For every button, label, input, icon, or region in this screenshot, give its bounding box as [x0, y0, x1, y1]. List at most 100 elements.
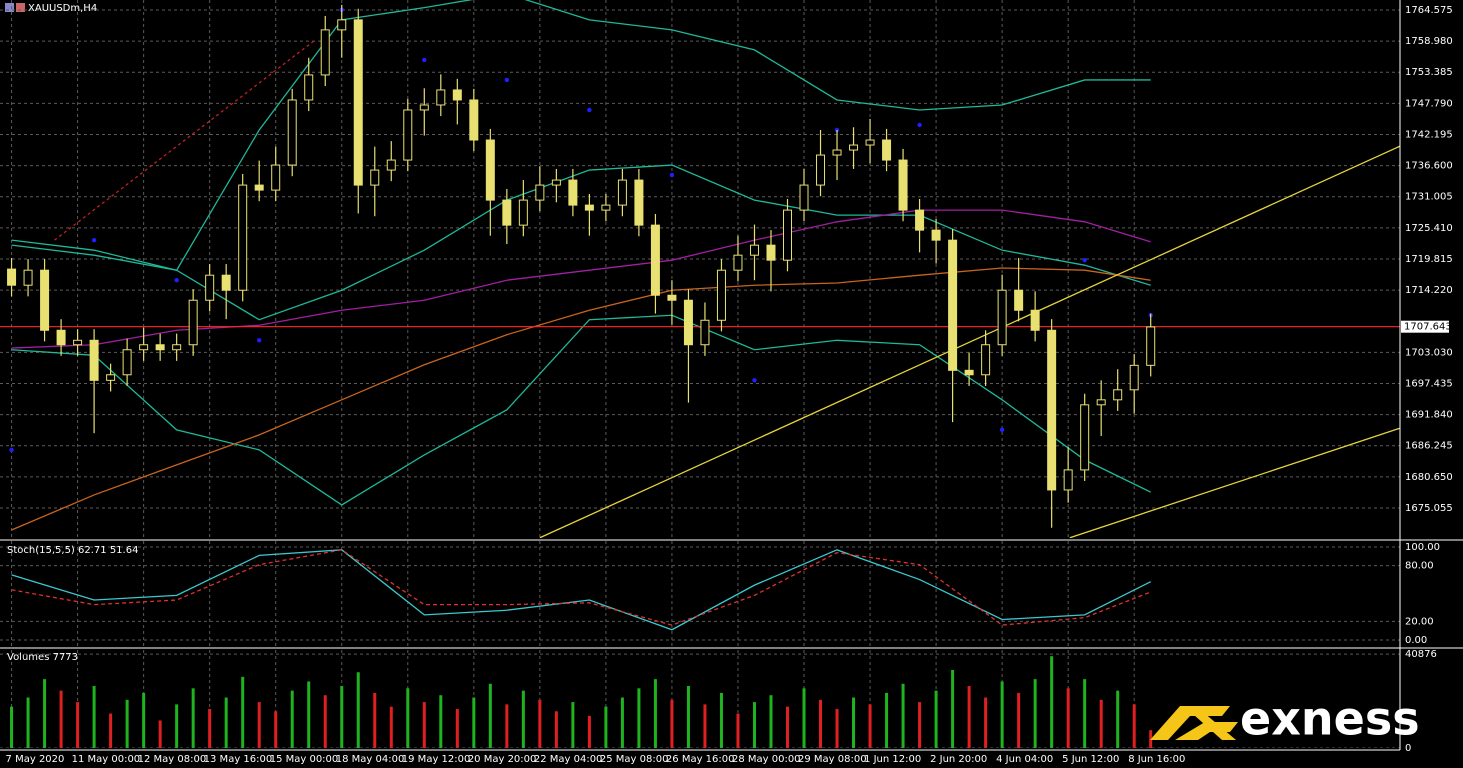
sar-dot [752, 378, 757, 383]
candle-body [502, 199, 512, 226]
volume-bar [488, 683, 492, 748]
volume-bar [191, 688, 195, 748]
y-tick-label: 1736.600 [1405, 161, 1453, 172]
price-tag [1401, 320, 1449, 333]
sar-dot [256, 338, 262, 343]
candle-body [1030, 309, 1040, 331]
volume-bar [587, 715, 591, 748]
sar-dot [999, 427, 1005, 433]
candle-body [452, 89, 462, 101]
y-tick-label: 1697.435 [1405, 378, 1453, 389]
candle-body [1047, 329, 1057, 491]
volume-bar [752, 702, 756, 748]
volume-bar [852, 697, 856, 748]
candle-body [221, 274, 231, 291]
volume-bar [439, 695, 443, 748]
trend-line [539, 145, 1400, 538]
volume-bar [59, 690, 63, 748]
candle-body [1014, 289, 1024, 311]
volume-bar [1000, 681, 1004, 748]
sar-dot [504, 77, 510, 83]
volume-bar [719, 692, 723, 748]
volume-bar [1132, 704, 1136, 748]
window-icon [16, 3, 25, 12]
candle-body [89, 339, 99, 381]
volume-bar [1099, 699, 1103, 748]
indicator-line [11, 209, 1151, 349]
candle-body [964, 369, 974, 376]
trend-line [54, 39, 316, 241]
oscillator-line [11, 549, 1151, 626]
candle-body [254, 184, 264, 191]
candle-body [683, 299, 693, 346]
logo-mark [1184, 706, 1236, 740]
volume-bar [604, 706, 608, 748]
y-tick-label: 80.00 [1405, 561, 1434, 572]
x-tick-label: 8 Jun 16:00 [1128, 754, 1185, 765]
volume-bar [26, 697, 30, 748]
candle-body [419, 104, 429, 111]
x-tick-label: 2 Jun 20:00 [930, 754, 987, 765]
y-tick-label: 1725.410 [1405, 223, 1453, 234]
candle-body [766, 244, 776, 261]
x-tick-label: 11 May 00:00 [72, 754, 141, 765]
candle-body [485, 139, 495, 201]
candle-body [469, 99, 479, 141]
y-tick-label: 40876 [1405, 649, 1437, 660]
sar-dot [669, 172, 675, 178]
volume-bar [901, 683, 905, 748]
candle-body [601, 204, 611, 211]
logo-mark [1150, 706, 1230, 740]
candle-body [106, 374, 116, 381]
volume-bar [1083, 679, 1087, 748]
volume-bar [125, 699, 129, 748]
candle-body [816, 154, 826, 186]
brand-name: exness [1240, 692, 1420, 746]
y-tick-label: 0 [1405, 743, 1411, 754]
y-tick-label: 1675.055 [1405, 503, 1453, 514]
volume-bar [769, 695, 773, 748]
y-tick-label: 20.00 [1405, 616, 1434, 627]
candle-body [667, 294, 677, 301]
candle-body [1129, 364, 1139, 391]
candle-body [1146, 326, 1156, 366]
y-tick-label: 1764.575 [1405, 5, 1453, 16]
volume-bar [10, 706, 14, 748]
volume-bar [703, 704, 707, 748]
x-tick-label: 13 May 16:00 [204, 754, 273, 765]
candle-body [304, 74, 314, 101]
volume-bar [521, 690, 525, 748]
volume-bar [356, 672, 360, 748]
volume-bar [653, 679, 657, 748]
volume-bar [142, 692, 146, 748]
sar-dot [422, 57, 427, 63]
candle-body [749, 244, 759, 256]
candle-body [172, 344, 182, 351]
indicator-line [11, 267, 1151, 531]
volume-bar [868, 704, 872, 748]
y-tick-label: 1753.385 [1405, 67, 1453, 78]
volume-bar [637, 688, 641, 748]
volume-bar [967, 686, 971, 748]
x-tick-label: 5 Jun 12:00 [1062, 754, 1119, 765]
candle-body [997, 289, 1007, 346]
logo-mark [1175, 722, 1238, 740]
candle-body [40, 269, 50, 331]
candle-body [733, 254, 743, 271]
candle-body [1080, 404, 1090, 471]
volume-bar [92, 686, 96, 748]
x-tick-label: 4 Jun 04:00 [996, 754, 1053, 765]
y-tick-label: 1747.790 [1405, 98, 1453, 109]
candle-body [1096, 399, 1106, 406]
candle-body [155, 344, 165, 351]
candle-body [287, 99, 297, 166]
volume-bar [158, 720, 162, 748]
sar-dot [174, 278, 179, 283]
volume-bar [340, 686, 344, 748]
candle-body [386, 159, 396, 171]
volume-bar [670, 699, 674, 748]
panel [0, 650, 1400, 748]
y-tick-label: 1686.245 [1405, 441, 1453, 452]
